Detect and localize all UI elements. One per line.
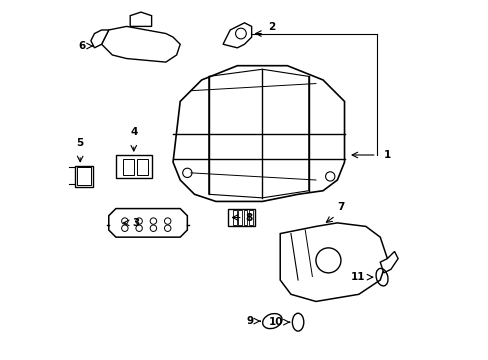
Text: 7: 7 (337, 202, 344, 212)
Polygon shape (75, 166, 93, 187)
Bar (248, 210, 252, 225)
Polygon shape (173, 66, 344, 202)
Text: 6: 6 (78, 41, 85, 51)
Bar (244, 210, 247, 225)
Text: 5: 5 (77, 138, 83, 148)
Text: 8: 8 (244, 212, 252, 222)
Text: 3: 3 (132, 218, 139, 228)
Bar (123, 158, 134, 175)
Bar (137, 158, 148, 175)
Bar (233, 210, 236, 225)
Text: 11: 11 (350, 272, 365, 282)
Text: 10: 10 (268, 317, 283, 327)
Text: 1: 1 (383, 150, 390, 160)
Bar (238, 210, 242, 225)
Polygon shape (108, 208, 187, 237)
Polygon shape (280, 223, 386, 301)
Polygon shape (102, 26, 180, 62)
Polygon shape (91, 30, 108, 48)
Polygon shape (228, 208, 255, 226)
Polygon shape (223, 23, 251, 48)
Polygon shape (380, 251, 397, 273)
Bar (77, 167, 91, 185)
Text: 9: 9 (246, 316, 253, 326)
Text: 2: 2 (267, 22, 274, 32)
Text: 4: 4 (130, 127, 137, 137)
Polygon shape (130, 12, 151, 26)
Bar (116, 155, 151, 178)
